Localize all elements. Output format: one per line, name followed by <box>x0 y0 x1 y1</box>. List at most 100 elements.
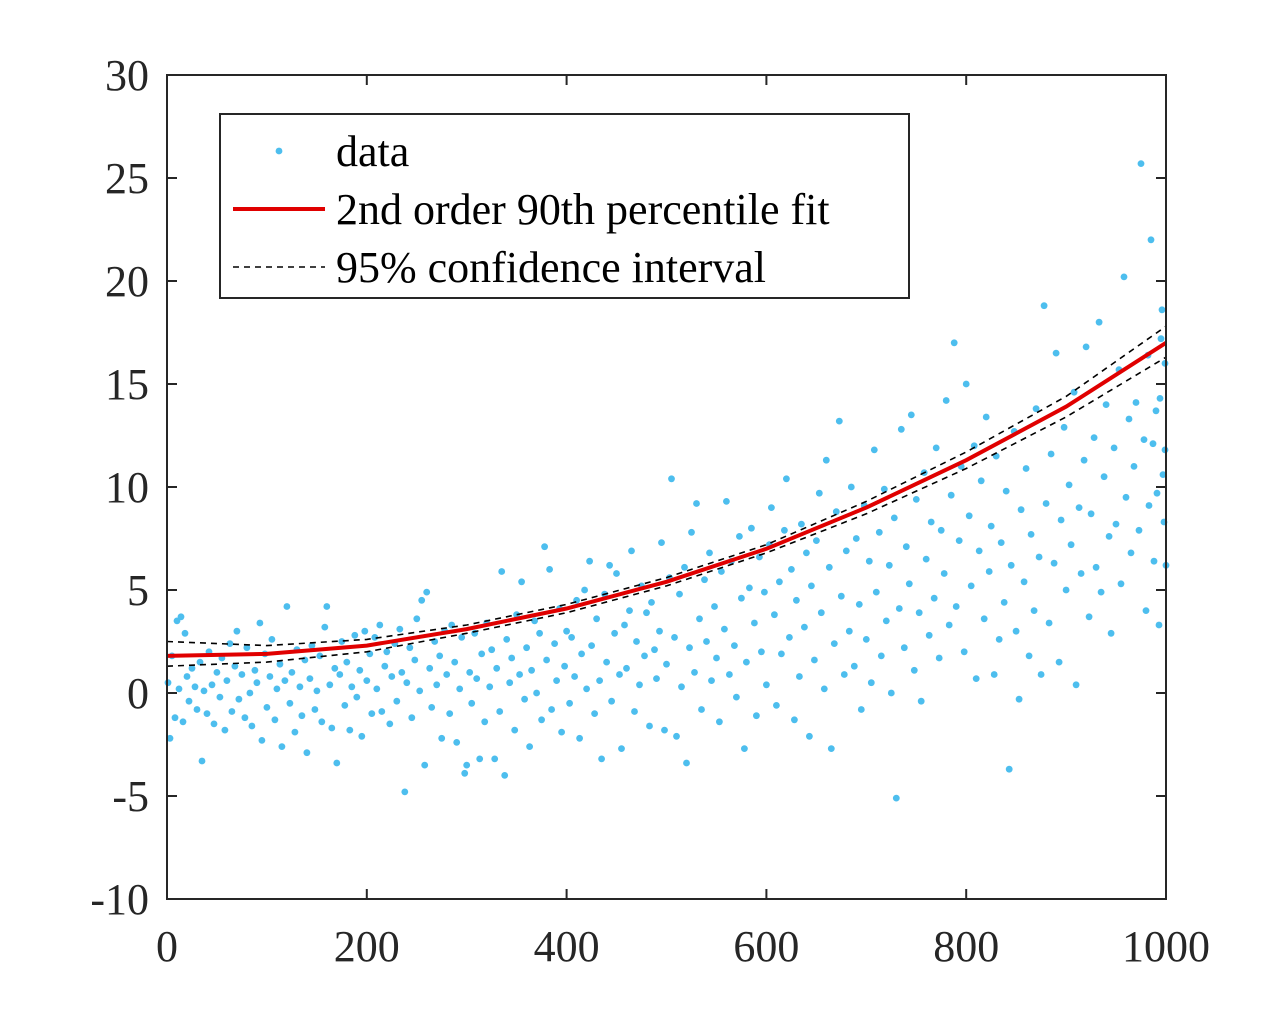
data-point <box>658 539 665 546</box>
data-point <box>885 561 893 569</box>
data-point <box>892 794 900 802</box>
data-point <box>696 615 703 623</box>
data-point <box>561 662 568 670</box>
data-point <box>1050 559 1058 567</box>
data-point <box>950 339 958 347</box>
data-point <box>418 596 426 604</box>
data-point <box>246 689 254 697</box>
data-point <box>985 568 993 575</box>
data-point <box>857 706 865 713</box>
data-point <box>368 710 376 717</box>
data-point <box>711 603 718 610</box>
data-point <box>321 623 329 631</box>
data-point <box>688 528 695 536</box>
data-point <box>678 683 685 691</box>
data-point <box>603 658 610 666</box>
x-tick-label: 800 <box>933 922 999 971</box>
data-point <box>303 749 311 757</box>
data-point <box>1135 526 1143 534</box>
data-point <box>1157 335 1165 343</box>
data-point <box>1072 681 1080 689</box>
data-point <box>1127 549 1135 557</box>
data-point <box>716 718 723 726</box>
data-point <box>541 543 548 551</box>
data-point <box>528 666 535 674</box>
y-tick-label: 20 <box>105 257 149 306</box>
data-point <box>1132 399 1140 406</box>
ci-upper-line <box>166 325 1167 647</box>
data-point <box>341 702 349 709</box>
data-point <box>1037 671 1045 678</box>
data-point <box>955 537 963 544</box>
data-point <box>221 726 229 734</box>
data-point <box>1087 510 1095 518</box>
data-point <box>1042 500 1050 507</box>
data-point <box>446 710 454 717</box>
data-point <box>753 712 760 720</box>
data-point <box>526 743 533 750</box>
x-tick-label: 200 <box>334 922 400 971</box>
data-point <box>1117 580 1125 588</box>
data-point <box>271 716 279 724</box>
data-point <box>970 442 978 450</box>
data-point <box>281 677 289 684</box>
legend-box <box>219 113 910 299</box>
data-point <box>1062 586 1070 594</box>
data-point <box>880 485 888 493</box>
data-point <box>932 444 940 452</box>
data-point <box>910 666 918 674</box>
data-point <box>1137 160 1145 168</box>
data-point <box>788 566 795 573</box>
data-point <box>686 644 693 652</box>
data-point <box>1085 613 1093 621</box>
data-point <box>438 734 446 742</box>
data-point <box>383 648 391 656</box>
data-point <box>1060 423 1068 431</box>
data-point <box>1005 765 1013 773</box>
data-point <box>543 656 550 664</box>
data-point <box>226 640 234 647</box>
data-point <box>179 718 187 726</box>
data-point <box>915 609 923 617</box>
legend: data 2nd order 90th percentile fit 95% c… <box>219 113 910 299</box>
data-point <box>506 679 514 687</box>
data-point <box>478 650 486 658</box>
data-point <box>626 607 633 614</box>
data-point <box>927 518 935 526</box>
data-point <box>651 646 658 654</box>
data-point <box>706 549 713 557</box>
data-point <box>786 634 793 641</box>
data-point <box>406 644 414 652</box>
data-point <box>661 726 668 734</box>
data-point <box>241 714 249 722</box>
data-point <box>758 648 765 656</box>
x-tick-label: 400 <box>534 922 600 971</box>
data-point <box>501 772 509 779</box>
data-point <box>578 650 585 658</box>
data-point <box>890 514 898 522</box>
data-point <box>708 677 715 684</box>
data-point <box>768 504 775 511</box>
data-point <box>811 656 818 664</box>
legend-label-fit: 2nd order 90th percentile fit <box>336 185 830 234</box>
data-point <box>1057 516 1065 524</box>
data-point <box>982 413 990 421</box>
data-point <box>741 745 748 752</box>
data-point <box>867 679 875 687</box>
data-point <box>813 537 820 544</box>
data-point <box>403 679 411 687</box>
data-point <box>498 568 506 575</box>
data-point <box>1095 318 1103 326</box>
data-point <box>718 568 725 575</box>
data-point <box>965 512 973 520</box>
data-point <box>611 629 618 637</box>
data-point <box>917 697 925 705</box>
data-point <box>1022 465 1030 472</box>
data-point <box>1082 343 1090 351</box>
data-point <box>855 601 863 608</box>
y-tick-label: 30 <box>105 51 149 100</box>
data-point <box>258 737 266 744</box>
data-point <box>518 578 525 586</box>
data-point <box>798 520 805 528</box>
data-point <box>1077 570 1085 577</box>
